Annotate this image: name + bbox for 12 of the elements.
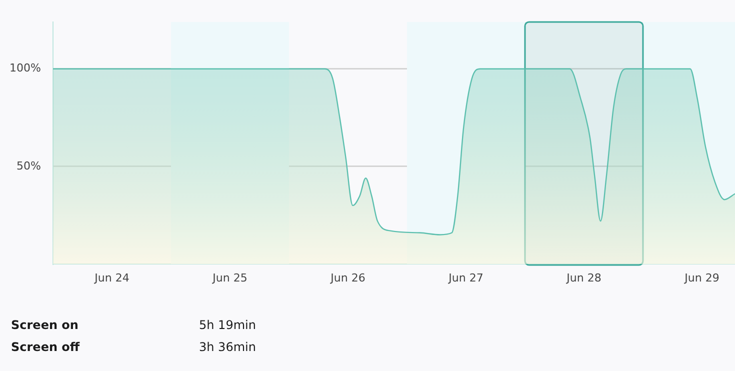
text: Screen on [11,318,80,332]
y-tick-label: 100% [10,62,41,75]
x-tick-label: Jun 25 [212,271,248,284]
x-tick-label: Jun 26 [330,271,366,284]
text: Screen off [11,340,81,354]
text: 3h 36min [199,340,257,354]
y-tick-label: 50% [16,159,41,172]
text: 5h 19min [199,318,257,332]
x-tick-label: Jun 24 [94,271,130,284]
x-tick-label: Jun 29 [684,271,720,284]
x-tick-label: Jun 27 [448,271,484,284]
x-tick-label: Jun 28 [566,271,602,284]
